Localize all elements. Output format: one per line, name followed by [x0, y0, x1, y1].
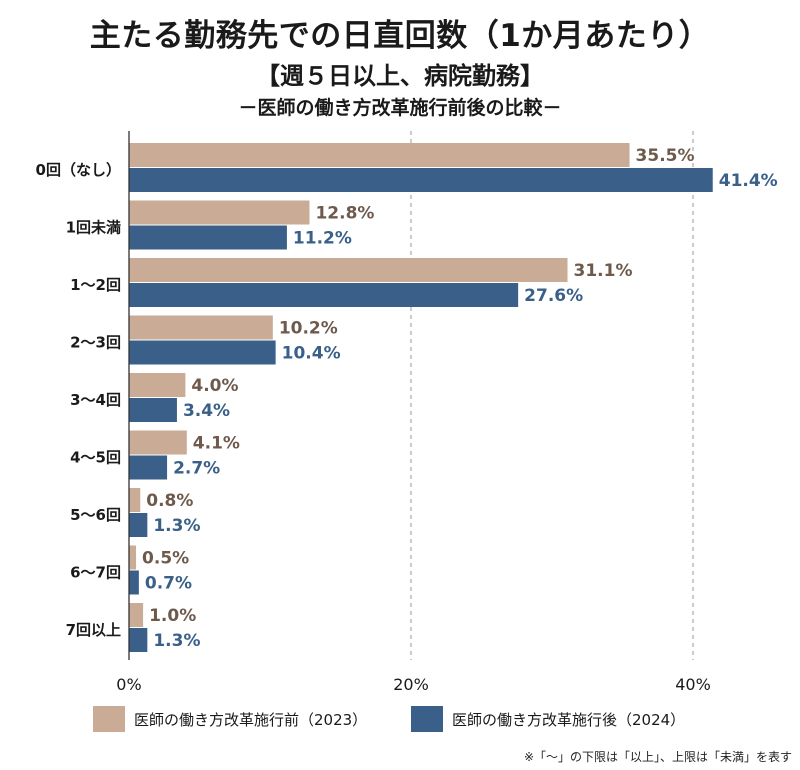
data-label-after-7: 0.7% [145, 574, 192, 594]
category-label-0: 0回（なし） [36, 161, 121, 179]
footnote: ※「～」の下限は「以上」、上限は「未満」を表す [523, 750, 792, 764]
legend-item-before: 医師の働き方改革施行前（2023） [93, 706, 367, 732]
bar-before-5 [129, 430, 187, 455]
chart-subtitle: 【週５日以上、病院勤務】 [256, 62, 544, 90]
data-label-before-6: 0.8% [146, 491, 193, 511]
data-label-after-4: 3.4% [183, 401, 230, 421]
category-label-5: 4～5回 [70, 449, 121, 467]
bar-after-6 [129, 513, 148, 537]
bar-after-1 [129, 225, 287, 250]
legend-swatch-before [93, 706, 125, 732]
data-label-after-6: 1.3% [153, 516, 200, 536]
data-label-before-0: 35.5% [636, 146, 695, 166]
legend-swatch-after [411, 706, 443, 732]
bar-before-1 [129, 200, 310, 225]
chart-subtitle-comparison: －医師の働き方改革施行前後の比較－ [238, 97, 562, 119]
category-label-6: 5～6回 [70, 506, 121, 524]
category-label-4: 3～4回 [70, 391, 121, 409]
bar-before-3 [129, 315, 273, 340]
bar-before-8 [129, 603, 144, 627]
category-label-3: 2～3回 [70, 334, 121, 352]
bar-after-7 [129, 570, 139, 595]
data-label-before-8: 1.0% [149, 606, 196, 626]
data-label-after-1: 11.2% [293, 229, 352, 249]
bar-after-2 [129, 283, 519, 307]
legend-label-after: 医師の働き方改革施行後（2024） [452, 710, 686, 729]
data-label-after-5: 2.7% [173, 459, 220, 479]
bar-after-3 [129, 340, 276, 365]
bar-before-0 [129, 143, 630, 167]
bar-after-4 [129, 398, 177, 422]
data-label-before-7: 0.5% [142, 549, 189, 569]
data-label-before-1: 12.8% [315, 204, 374, 224]
data-label-after-2: 27.6% [524, 286, 583, 306]
bar-after-5 [129, 455, 168, 480]
data-label-before-4: 4.0% [191, 376, 238, 396]
legend-item-after: 医師の働き方改革施行後（2024） [411, 706, 685, 732]
chart-title: 主たる勤務先での日直回数（1か月あたり） [89, 18, 711, 54]
data-label-after-0: 41.4% [719, 171, 778, 191]
category-label-7: 6～7回 [70, 564, 121, 582]
x-tick-label-40: 40% [675, 675, 711, 694]
category-label-8: 7回以上 [66, 621, 121, 639]
category-label-2: 1～2回 [70, 276, 121, 294]
data-label-before-2: 31.1% [574, 261, 633, 281]
x-tick-label-0: 0% [116, 675, 141, 694]
legend-label-before: 医師の働き方改革施行前（2023） [134, 710, 368, 729]
data-label-after-3: 10.4% [282, 344, 341, 364]
x-tick-label-20: 20% [393, 675, 429, 694]
category-label-1: 1回未満 [66, 219, 121, 237]
bar-before-6 [129, 488, 141, 512]
bar-before-7 [129, 545, 137, 570]
bar-after-8 [129, 628, 148, 652]
bar-after-0 [129, 168, 713, 192]
bar-before-4 [129, 373, 186, 397]
bar-before-2 [129, 258, 568, 282]
data-label-before-5: 4.1% [193, 434, 240, 454]
data-label-after-8: 1.3% [153, 631, 200, 651]
bar-chart: 35.5% 41.4% 0回（なし） 12.8% 11.2% 1回未満 31.1% 27.6%… [36, 131, 778, 694]
data-label-before-3: 10.2% [279, 319, 338, 339]
